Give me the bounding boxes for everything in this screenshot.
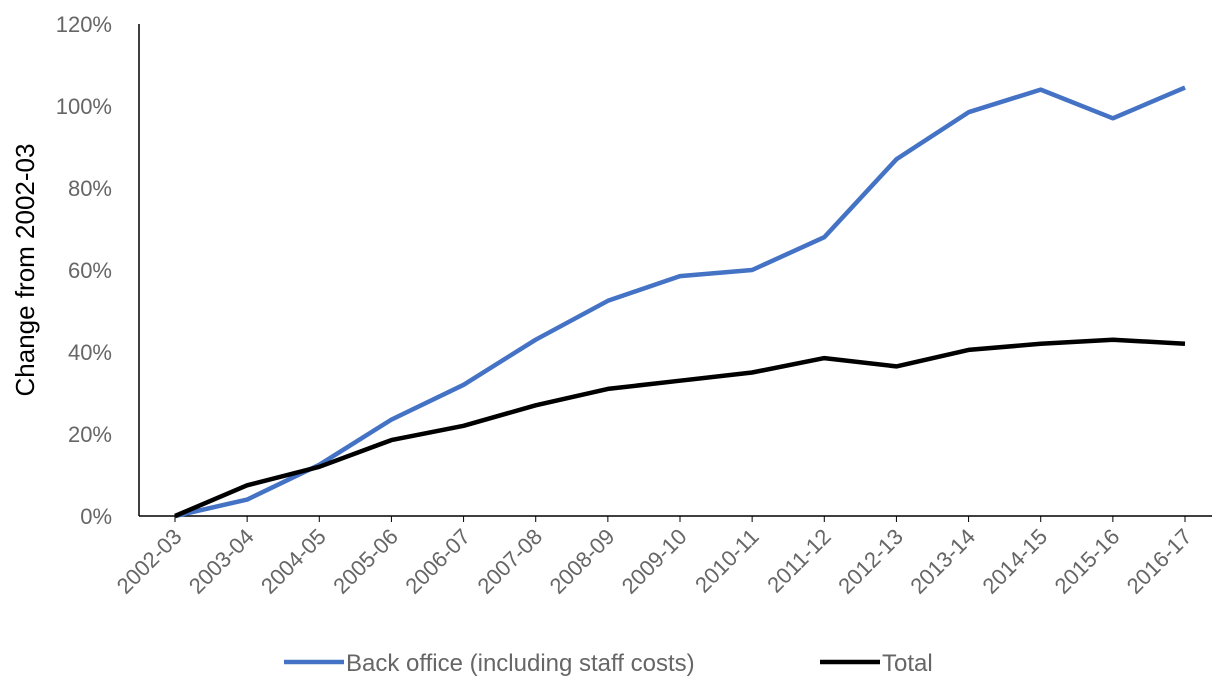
y-tick-label: 120% bbox=[56, 12, 112, 37]
x-tick-label: 2007-08 bbox=[472, 524, 547, 599]
x-tick-label: 2002-03 bbox=[112, 524, 187, 599]
x-tick-label: 2016-17 bbox=[1122, 524, 1197, 599]
x-tick-label: 2009-10 bbox=[617, 524, 692, 599]
y-tick-label: 40% bbox=[68, 340, 112, 365]
y-tick-label: 100% bbox=[56, 94, 112, 119]
y-tick-label: 20% bbox=[68, 422, 112, 447]
y-tick-label: 60% bbox=[68, 258, 112, 283]
x-tick-label: 2011-12 bbox=[762, 524, 836, 598]
x-tick-label: 2004-05 bbox=[256, 524, 331, 599]
legend-label: Total bbox=[882, 650, 933, 677]
x-tick-label: 2008-09 bbox=[545, 524, 620, 599]
x-tick-label: 2003-04 bbox=[184, 524, 259, 599]
x-tick-label: 2005-06 bbox=[328, 524, 403, 599]
x-tick-label: 2012-13 bbox=[833, 524, 908, 599]
y-tick-label: 0% bbox=[80, 504, 112, 529]
y-tick-label: 80% bbox=[68, 176, 112, 201]
x-tick-label: 2006-07 bbox=[400, 524, 475, 599]
x-tick-label: 2013-14 bbox=[905, 524, 980, 599]
x-tick-label: 2015-16 bbox=[1050, 524, 1125, 599]
x-tick-label: 2010-11 bbox=[690, 524, 764, 598]
x-tick-label: 2014-15 bbox=[977, 524, 1052, 599]
legend-label: Back office (including staff costs) bbox=[346, 650, 695, 677]
y-axis-title: Change from 2002-03 bbox=[10, 144, 40, 397]
series-line-total bbox=[174, 337, 1186, 519]
series-line-back-office bbox=[174, 85, 1186, 519]
